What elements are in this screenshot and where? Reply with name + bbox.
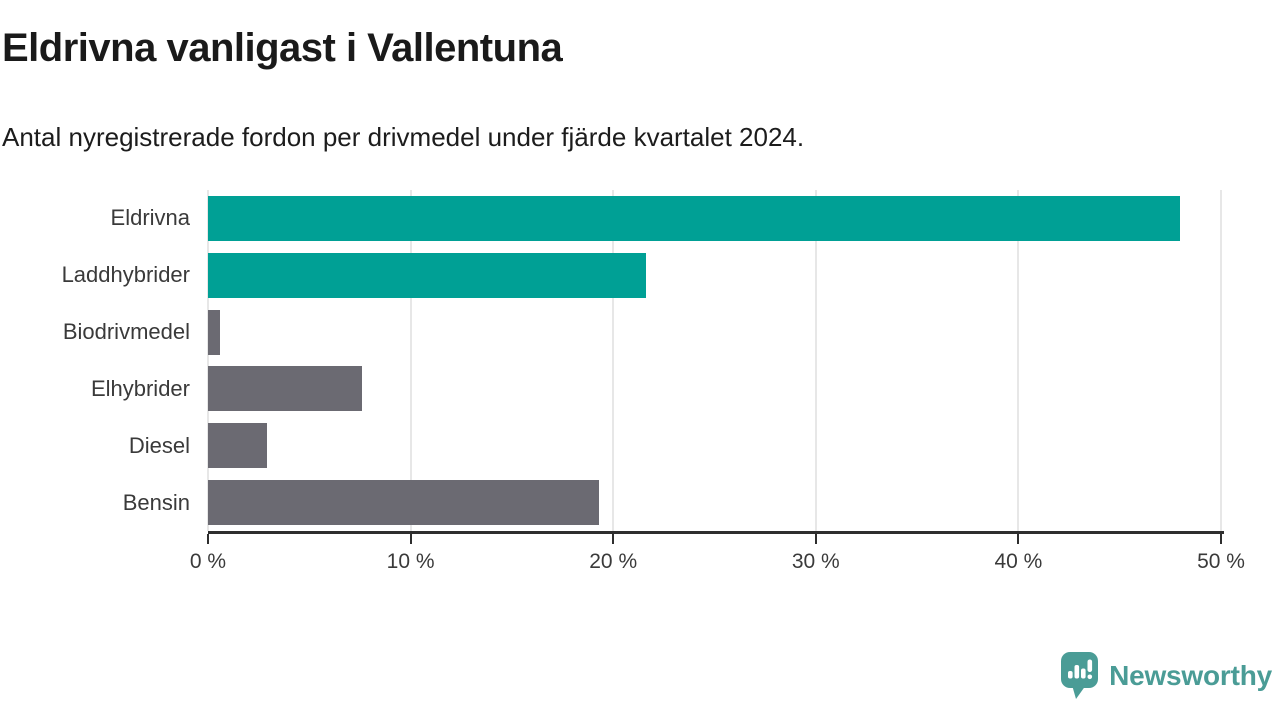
x-tick-label: 20 % bbox=[589, 550, 638, 573]
x-axis-tick bbox=[1017, 534, 1020, 544]
category-label: Bensin bbox=[122, 489, 190, 515]
gridline bbox=[612, 190, 615, 531]
chart-title: Eldrivna vanligast i Vallentuna bbox=[2, 26, 563, 70]
bar-laddhybrider bbox=[208, 252, 646, 298]
category-label: Biodrivmedel bbox=[62, 319, 190, 345]
gridline bbox=[409, 190, 412, 531]
bar-diesel bbox=[208, 423, 267, 469]
x-tick-label: 50 % bbox=[1197, 550, 1245, 573]
category-labels: Eldrivna Laddhybrider Biodrivmedel Elhybrid… bbox=[0, 190, 190, 531]
gridline bbox=[207, 190, 209, 531]
bar-biodrivmedel bbox=[208, 309, 221, 355]
brand-logo: Newsworthy bbox=[1059, 652, 1272, 699]
x-axis-line bbox=[208, 531, 1224, 534]
gridline bbox=[814, 190, 817, 531]
plot-area: 0 % 10 % 20 % 30 % 40 % 50 % bbox=[190, 190, 1245, 573]
x-tick-label: 10 % bbox=[386, 550, 435, 573]
category-label: Diesel bbox=[128, 432, 190, 458]
x-axis-tick bbox=[1220, 534, 1222, 544]
category-label: Laddhybrider bbox=[61, 262, 190, 288]
newsworthy-logo-icon bbox=[1061, 652, 1099, 699]
x-axis-tick bbox=[207, 534, 209, 544]
bar-elhybrider bbox=[208, 366, 362, 412]
category-label: Elhybrider bbox=[90, 375, 190, 401]
x-axis-tick bbox=[814, 534, 817, 544]
x-tick-label: 40 % bbox=[994, 550, 1043, 573]
brand-name: Newsworthy bbox=[1109, 659, 1272, 691]
x-tick-label: 0 % bbox=[189, 550, 227, 573]
gridline bbox=[1017, 190, 1020, 531]
gridline bbox=[1220, 190, 1222, 531]
bar-bensin bbox=[208, 480, 600, 526]
bar-eldrivna bbox=[208, 195, 1181, 241]
x-axis-tick bbox=[409, 534, 412, 544]
x-tick-label: 30 % bbox=[791, 550, 840, 573]
chart-subtitle: Antal nyregistrerade fordon per drivmede… bbox=[2, 122, 805, 152]
x-axis-tick bbox=[612, 534, 615, 544]
category-label: Eldrivna bbox=[110, 205, 190, 231]
